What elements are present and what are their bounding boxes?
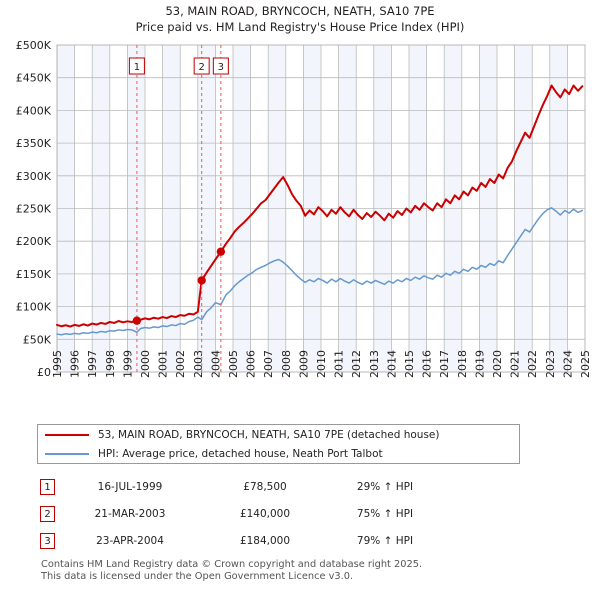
y-tick-label: £100K — [16, 301, 52, 314]
transaction-date-2: 21-MAR-2003 — [94, 507, 166, 520]
y-tick-label: £50K — [23, 333, 52, 346]
transaction-price-3: £184,000 — [239, 534, 291, 547]
y-tick-label: £150K — [16, 268, 52, 281]
annotation-badge — [128, 57, 145, 75]
x-tick-label: 2023 — [544, 350, 557, 378]
x-tick-label: 2022 — [526, 350, 539, 378]
x-tick-label: 2024 — [561, 350, 574, 378]
sale-point-marker — [216, 247, 226, 256]
price-history-chart: 1995 1996 1997 1998 1999 2000 2001 2002 2003 2004… — [16, 39, 592, 379]
sale-point-marker — [197, 276, 206, 285]
footer-line-2: This data is licensed under the Open Gov… — [41, 571, 354, 582]
x-tick-label: 2012 — [350, 350, 363, 378]
y-tick-label: £450K — [16, 72, 52, 85]
annotation-badge-label: 2 — [198, 62, 204, 73]
transaction-marker-1: 1 — [40, 478, 55, 495]
x-tick-label: 1995 — [51, 350, 64, 378]
x-tick-label: 2005 — [227, 350, 240, 378]
x-tick-label: 2014 — [385, 350, 398, 378]
annotation-badge-label: 3 — [218, 62, 224, 73]
transaction-date-1: 16-JUL-1999 — [97, 480, 163, 493]
x-tick-label: 2002 — [174, 350, 187, 378]
annotation-badge — [193, 57, 210, 75]
x-tick-label: 2007 — [262, 350, 275, 378]
x-tick-label: 2009 — [297, 350, 310, 378]
y-tick-label: £200K — [16, 235, 52, 248]
x-tick-label: 2011 — [333, 350, 346, 378]
x-tick-label: 2000 — [139, 350, 152, 378]
table-row: 3 23-APR-2004 £184,000 79% ↑ HPI — [40, 527, 500, 554]
x-tick-label: 2001 — [157, 350, 170, 378]
title-line-2: Price paid vs. HM Land Registry's House … — [135, 20, 465, 34]
transaction-marker-2: 2 — [40, 505, 55, 522]
table-row: 2 21-MAR-2003 £140,000 75% ↑ HPI — [40, 500, 500, 527]
legend-item-hpi: HPI: Average price, detached house, Neat… — [38, 444, 519, 463]
x-tick-label: 1997 — [86, 350, 99, 378]
y-tick-label: £350K — [16, 137, 52, 150]
x-tick-label: 2020 — [491, 350, 504, 378]
x-tick-label: 2004 — [209, 350, 222, 378]
copyright-footer: Contains HM Land Registry data © Crown c… — [41, 559, 571, 583]
x-tick-label: 2019 — [473, 350, 486, 378]
x-tick-label: 2008 — [280, 350, 293, 378]
legend-swatch-property — [45, 433, 89, 436]
annotation-badge — [212, 57, 229, 75]
x-tick-label: 2013 — [368, 350, 381, 378]
transaction-date-3: 23-APR-2004 — [96, 534, 164, 547]
x-tick-label: 2025 — [579, 350, 592, 378]
y-tick-label: £500K — [16, 39, 52, 52]
title-line-1: 53, MAIN ROAD, BRYNCOCH, NEATH, SA10 7PE — [165, 4, 435, 18]
legend-swatch-hpi — [45, 452, 89, 455]
x-tick-label: 2015 — [403, 350, 416, 378]
footer-line-1: Contains HM Land Registry data © Crown c… — [41, 559, 423, 570]
transaction-marker-3: 3 — [40, 532, 55, 549]
page-title: 53, MAIN ROAD, BRYNCOCH, NEATH, SA10 7PE… — [0, 3, 600, 35]
x-tick-label: 1999 — [121, 350, 134, 378]
x-tick-label: 2003 — [192, 350, 205, 378]
transaction-price-1: £78,500 — [243, 480, 287, 493]
series-line — [56, 84, 584, 328]
x-tick-label: 2010 — [315, 350, 328, 378]
x-tick-label: 2021 — [509, 350, 522, 378]
transaction-hpi-2: 75% ↑ HPI — [356, 507, 414, 520]
y-tick-label: £300K — [16, 170, 52, 183]
table-row: 1 16-JUL-1999 £78,500 29% ↑ HPI — [40, 473, 500, 500]
chart-legend: 53, MAIN ROAD, BRYNCOCH, NEATH, SA10 7PE… — [37, 424, 520, 464]
series-line — [56, 207, 584, 336]
y-tick-label: £250K — [16, 203, 52, 216]
transaction-price-2: £140,000 — [239, 507, 291, 520]
x-tick-label: 1998 — [104, 350, 117, 378]
transactions-table: 1 16-JUL-1999 £78,500 29% ↑ HPI 2 21-MAR… — [40, 473, 500, 554]
transaction-hpi-3: 79% ↑ HPI — [356, 534, 414, 547]
transaction-hpi-1: 29% ↑ HPI — [356, 480, 414, 493]
x-tick-label: 2006 — [245, 350, 258, 378]
sale-point-marker — [132, 316, 142, 325]
legend-label-property: 53, MAIN ROAD, BRYNCOCH, NEATH, SA10 7PE… — [98, 428, 440, 441]
y-tick-label: £400K — [16, 104, 52, 117]
x-tick-label: 2018 — [456, 350, 469, 378]
y-tick-label: £0 — [37, 366, 51, 379]
legend-item-property: 53, MAIN ROAD, BRYNCOCH, NEATH, SA10 7PE… — [38, 425, 519, 444]
x-tick-label: 1996 — [69, 350, 82, 378]
x-tick-label: 2017 — [438, 350, 451, 378]
x-tick-label: 2016 — [421, 350, 434, 378]
annotation-badge-label: 1 — [134, 62, 140, 73]
legend-label-hpi: HPI: Average price, detached house, Neat… — [98, 447, 383, 460]
